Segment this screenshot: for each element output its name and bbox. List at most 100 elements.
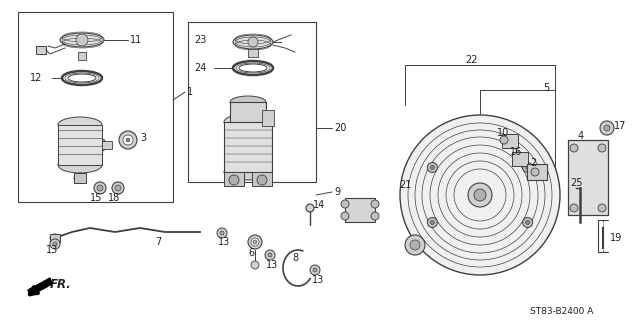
Text: 10: 10 xyxy=(497,128,509,138)
Text: 13: 13 xyxy=(46,245,58,255)
Circle shape xyxy=(526,165,529,170)
Text: 24: 24 xyxy=(194,63,206,73)
Circle shape xyxy=(123,135,133,145)
Ellipse shape xyxy=(236,63,270,73)
Circle shape xyxy=(405,235,425,255)
Circle shape xyxy=(126,138,130,142)
Bar xyxy=(78,52,86,60)
Circle shape xyxy=(76,34,88,46)
Circle shape xyxy=(371,212,379,220)
Circle shape xyxy=(248,235,262,249)
Ellipse shape xyxy=(58,117,102,133)
Text: 1: 1 xyxy=(187,87,193,97)
Circle shape xyxy=(341,200,349,208)
Circle shape xyxy=(268,253,272,257)
Bar xyxy=(568,140,608,215)
Circle shape xyxy=(248,37,258,47)
Circle shape xyxy=(119,131,137,149)
Bar xyxy=(345,198,375,222)
Bar xyxy=(50,234,60,242)
Circle shape xyxy=(50,239,60,249)
Ellipse shape xyxy=(224,164,272,180)
Circle shape xyxy=(570,204,578,212)
Circle shape xyxy=(220,231,224,235)
Bar xyxy=(58,125,102,165)
Circle shape xyxy=(251,238,259,246)
Bar xyxy=(262,110,274,126)
Circle shape xyxy=(427,218,438,228)
Circle shape xyxy=(431,165,434,170)
Bar xyxy=(230,102,266,122)
Circle shape xyxy=(600,121,614,135)
Text: 17: 17 xyxy=(614,121,626,131)
Text: 13: 13 xyxy=(312,275,324,285)
Ellipse shape xyxy=(50,234,60,242)
Circle shape xyxy=(257,175,267,185)
Text: 4: 4 xyxy=(578,131,584,141)
Ellipse shape xyxy=(574,160,602,196)
Ellipse shape xyxy=(233,35,273,49)
Bar xyxy=(18,12,173,202)
Circle shape xyxy=(265,250,275,260)
Bar xyxy=(248,49,258,57)
Text: 16: 16 xyxy=(510,147,522,157)
Text: 23: 23 xyxy=(194,35,206,45)
Text: 3: 3 xyxy=(140,133,146,143)
Circle shape xyxy=(598,204,606,212)
Bar xyxy=(252,172,272,186)
Circle shape xyxy=(53,242,57,246)
Text: 18: 18 xyxy=(108,193,120,203)
Circle shape xyxy=(598,144,606,152)
Circle shape xyxy=(500,136,508,144)
Text: 25: 25 xyxy=(570,178,582,188)
Circle shape xyxy=(253,240,257,244)
Bar xyxy=(74,173,86,183)
Circle shape xyxy=(531,168,539,176)
Circle shape xyxy=(522,218,533,228)
Circle shape xyxy=(468,183,492,207)
Circle shape xyxy=(217,228,227,238)
Ellipse shape xyxy=(98,139,106,151)
Text: 19: 19 xyxy=(610,233,622,243)
Circle shape xyxy=(400,115,560,275)
Circle shape xyxy=(526,220,529,225)
Text: 5: 5 xyxy=(543,83,549,93)
Text: 13: 13 xyxy=(266,260,278,270)
Text: 8: 8 xyxy=(292,253,298,263)
Ellipse shape xyxy=(60,33,104,47)
Ellipse shape xyxy=(230,96,266,108)
Circle shape xyxy=(474,189,486,201)
Text: 2: 2 xyxy=(530,158,536,168)
Circle shape xyxy=(313,268,317,272)
Circle shape xyxy=(427,163,438,172)
Text: 15: 15 xyxy=(90,193,102,203)
Bar xyxy=(224,122,272,172)
Circle shape xyxy=(522,163,533,172)
Ellipse shape xyxy=(58,157,102,173)
Text: 21: 21 xyxy=(399,180,412,190)
Circle shape xyxy=(410,240,420,250)
Bar xyxy=(527,164,547,180)
Bar xyxy=(502,134,518,148)
Bar xyxy=(102,141,112,149)
Ellipse shape xyxy=(65,73,99,83)
Circle shape xyxy=(229,175,239,185)
Bar xyxy=(512,152,528,166)
Text: 13: 13 xyxy=(218,237,230,247)
Ellipse shape xyxy=(74,173,86,183)
Text: 6: 6 xyxy=(248,248,254,258)
Text: FR.: FR. xyxy=(50,278,72,292)
Circle shape xyxy=(251,261,259,269)
Circle shape xyxy=(341,212,349,220)
Circle shape xyxy=(371,200,379,208)
Text: 7: 7 xyxy=(155,237,161,247)
Text: 14: 14 xyxy=(313,200,326,210)
Circle shape xyxy=(94,182,106,194)
Text: 9: 9 xyxy=(334,187,340,197)
Circle shape xyxy=(310,265,320,275)
Circle shape xyxy=(570,144,578,152)
Circle shape xyxy=(306,204,314,212)
Bar xyxy=(188,22,316,182)
Text: 20: 20 xyxy=(334,123,347,133)
Circle shape xyxy=(604,125,610,131)
